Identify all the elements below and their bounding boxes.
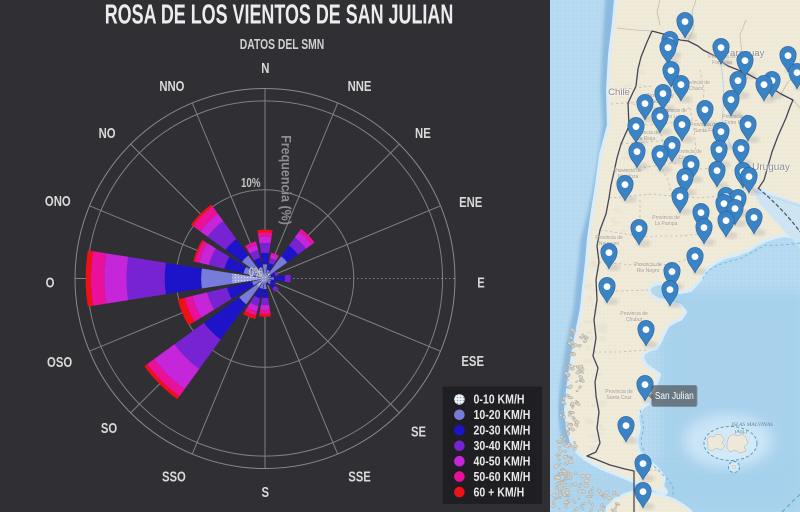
svg-text:60 + KM/H: 60 + KM/H (474, 484, 525, 499)
svg-text:Chile: Chile (608, 87, 630, 98)
svg-text:SSO: SSO (162, 468, 186, 485)
svg-text:La Pampa: La Pampa (655, 221, 678, 227)
svg-text:SO: SO (101, 420, 117, 437)
svg-text:SSE: SSE (348, 468, 371, 485)
svg-text:ENE: ENE (459, 193, 483, 210)
svg-text:E: E (477, 274, 485, 291)
svg-text:San Julian: San Julian (655, 390, 694, 401)
svg-text:Provincia de: Provincia de (620, 311, 648, 317)
svg-text:Provincia de: Provincia de (682, 80, 710, 86)
svg-text:Provincia de: Provincia de (634, 262, 662, 268)
svg-text:La Rioja: La Rioja (637, 136, 656, 142)
svg-text:Provincia de: Provincia de (595, 235, 623, 241)
svg-text:ROSA DE LOS VIENTOS DE SAN JUL: ROSA DE LOS VIENTOS DE SAN JULIAN (105, 0, 454, 29)
svg-text:Provincia de: Provincia de (674, 149, 702, 155)
svg-text:10%: 10% (241, 177, 261, 191)
svg-text:N: N (261, 60, 269, 77)
svg-text:20-30 KM/H: 20-30 KM/H (474, 422, 531, 437)
svg-text:50-60 KM/H: 50-60 KM/H (474, 469, 531, 484)
svg-text:Provincia de: Provincia de (605, 389, 633, 395)
svg-text:Provincia de: Provincia de (652, 215, 680, 221)
svg-text:40-50 KM/H: 40-50 KM/H (474, 453, 531, 468)
svg-text:10-20 KM/H: 10-20 KM/H (474, 407, 531, 422)
svg-text:Provincia de: Provincia de (632, 130, 660, 136)
svg-text:SE: SE (411, 423, 426, 440)
svg-text:ESE: ESE (461, 353, 484, 370)
svg-text:S: S (262, 484, 270, 501)
svg-text:San Luis: San Luis (663, 114, 683, 120)
svg-text:NNE: NNE (348, 78, 372, 95)
svg-text:DATOS DEL SMN: DATOS DEL SMN (240, 35, 324, 52)
svg-text:Santa Cruz: Santa Cruz (606, 395, 632, 401)
svg-text:ISLAS MALVINAS: ISLAS MALVINAS (730, 422, 773, 428)
svg-text:0-10 KM/H: 0-10 KM/H (474, 391, 525, 406)
svg-text:NO: NO (99, 124, 116, 141)
svg-text:(Arg.): (Arg.) (735, 428, 748, 435)
svg-text:ONO: ONO (45, 192, 71, 209)
svg-text:O: O (46, 274, 55, 291)
svg-text:Provincia de: Provincia de (614, 168, 642, 174)
svg-text:Entre Rios: Entre Rios (724, 120, 748, 126)
svg-text:Santa Fe: Santa Fe (694, 128, 715, 134)
svg-text:30-40 KM/H: 30-40 KM/H (474, 438, 531, 453)
svg-text:Rio Negro: Rio Negro (637, 268, 660, 274)
svg-text:Frequencia (%): Frequencia (%) (278, 135, 294, 225)
svg-text:Chaco: Chaco (689, 86, 704, 92)
svg-text:NNO: NNO (159, 78, 184, 95)
svg-text:0%: 0% (249, 266, 263, 280)
svg-text:Provincia de: Provincia de (659, 108, 687, 114)
svg-text:NE: NE (415, 124, 431, 141)
svg-text:Chubut: Chubut (626, 317, 643, 323)
svg-text:Uruguay: Uruguay (752, 162, 790, 173)
svg-text:OSO: OSO (47, 354, 72, 371)
